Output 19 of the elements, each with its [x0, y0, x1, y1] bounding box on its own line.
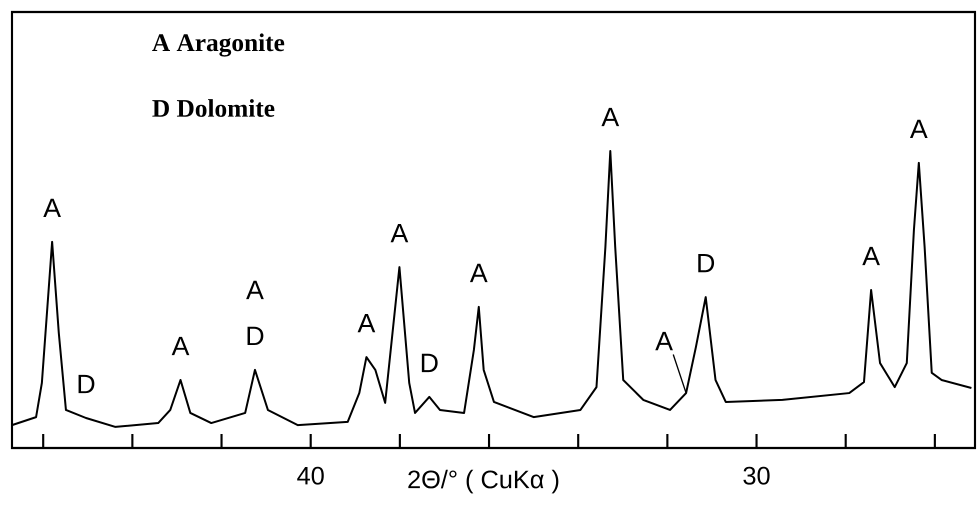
annotation: A — [862, 246, 880, 266]
annotation: D — [78, 374, 94, 394]
annotation: D — [698, 254, 714, 272]
text: D Dolomite — [152, 99, 274, 117]
annotation: A — [358, 314, 376, 332]
text: A Aragonite — [152, 33, 284, 57]
x-tick-label: 30 — [743, 466, 770, 485]
x-axis-title: 2Θ/° ( CuKα ) — [408, 470, 558, 494]
annotation: D — [248, 326, 264, 346]
x-tick-label: 40 — [297, 466, 324, 485]
annotation: A — [246, 280, 264, 300]
annotation: A — [601, 108, 620, 126]
annotation: A — [470, 264, 488, 282]
annotation: A — [390, 224, 408, 242]
annotation: D — [422, 354, 438, 372]
annotation: A — [172, 336, 190, 356]
annotation: A — [910, 120, 928, 138]
annotation: A — [655, 332, 673, 350]
annotation: A — [43, 198, 61, 218]
